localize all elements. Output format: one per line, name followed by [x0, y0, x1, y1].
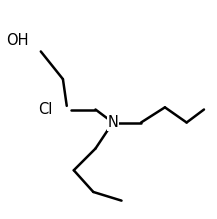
Text: Cl: Cl [38, 102, 52, 117]
Text: N: N [107, 115, 118, 130]
Text: OH: OH [6, 33, 28, 48]
